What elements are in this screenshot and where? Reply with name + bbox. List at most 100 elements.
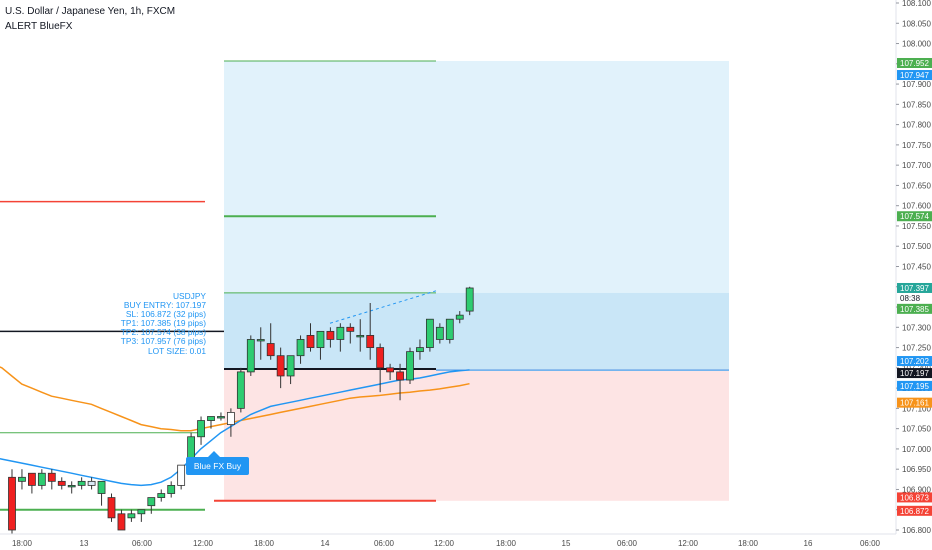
price-label-bg	[897, 303, 932, 314]
x-tick-label: 06:00	[860, 539, 881, 548]
candle-body	[376, 347, 385, 369]
price-label: 107.197	[900, 369, 929, 378]
candle-body	[197, 420, 205, 438]
candle	[386, 363, 395, 381]
candle	[67, 481, 76, 494]
candle	[107, 493, 116, 522]
price-label-bg	[897, 492, 932, 503]
profit-zone-inner	[224, 292, 729, 370]
loss-zone	[224, 369, 729, 501]
y-tick-label: 107.650	[902, 181, 931, 190]
y-tick-label: 107.250	[902, 344, 931, 353]
candle-body	[226, 412, 235, 426]
candle-body	[177, 464, 186, 486]
candle-body	[435, 326, 444, 340]
price-label: 106.873	[900, 493, 929, 502]
candle	[236, 367, 245, 413]
candle	[416, 339, 424, 360]
candle	[77, 477, 86, 490]
candle-body	[207, 416, 215, 421]
y-tick-label: 106.900	[902, 485, 931, 494]
candles[interactable]	[8, 286, 474, 547]
x-tick-label: 06:00	[374, 539, 395, 548]
price-label-bg	[897, 57, 932, 68]
profit-zone	[224, 60, 729, 293]
candle-body	[286, 355, 295, 377]
candle-body	[276, 355, 285, 377]
candle-body	[97, 480, 106, 494]
candle	[197, 416, 205, 445]
y-tick-label: 107.850	[902, 100, 931, 109]
candle-body	[406, 351, 414, 381]
symbol-title[interactable]: U.S. Dollar / Japanese Yen, 1h, FXCM	[5, 6, 176, 17]
candle	[445, 318, 454, 344]
price-label: 107.952	[900, 59, 929, 68]
candle-body	[27, 472, 36, 486]
candle	[346, 323, 355, 344]
candle-body	[316, 330, 325, 348]
candle-body	[366, 335, 375, 348]
y-tick-label: 107.000	[902, 445, 931, 454]
price-label-bg	[897, 292, 932, 303]
candle	[157, 489, 166, 502]
candle-body	[306, 335, 315, 348]
candle	[306, 323, 315, 352]
candle	[117, 509, 126, 531]
candle-body	[217, 416, 225, 419]
candle-body	[455, 314, 464, 320]
buy-signal-flag[interactable]: Blue FX Buy	[186, 451, 249, 475]
candle-body	[67, 485, 76, 488]
candle	[57, 477, 66, 490]
candle	[167, 481, 176, 498]
candle-body	[37, 472, 46, 486]
x-tick-label: 15	[562, 539, 571, 548]
candle	[406, 347, 414, 385]
info-symbol: USDJPY	[172, 291, 206, 301]
x-tick-label: 18:00	[12, 539, 33, 548]
candle	[207, 416, 215, 429]
candle	[286, 355, 295, 385]
x-tick-label: 06:00	[132, 539, 153, 548]
candle	[217, 412, 225, 421]
candle-body	[336, 326, 345, 340]
x-tick-label: 18:00	[254, 539, 275, 548]
candle	[296, 335, 305, 364]
price-axis[interactable]: 108.100108.050108.000107.950107.900107.8…	[895, 0, 932, 550]
candle	[87, 477, 96, 490]
candle-body	[147, 497, 156, 507]
x-tick-label: 12:00	[193, 539, 214, 548]
candle	[226, 408, 235, 437]
candle-body	[77, 480, 86, 486]
candle-body	[57, 480, 66, 486]
candle-body	[326, 330, 335, 340]
moving-averages	[0, 366, 470, 487]
indicator-title[interactable]: ALERT BlueFX	[5, 21, 73, 32]
candle-body	[157, 493, 166, 498]
x-tick-label: 06:00	[617, 539, 638, 548]
moving-average-orange	[0, 366, 470, 432]
candle	[246, 335, 255, 376]
info-tp2: TP2: 107.574 (38 pips)	[120, 327, 206, 338]
price-label: 107.161	[900, 399, 929, 408]
y-tick-label: 107.500	[902, 242, 931, 251]
candle-body	[396, 371, 404, 381]
candle	[396, 363, 404, 401]
y-tick-label: 107.300	[902, 323, 931, 332]
candle-body	[18, 476, 26, 482]
candle	[37, 469, 46, 490]
candle	[276, 347, 285, 389]
candle-body	[445, 318, 454, 340]
candle-body	[117, 513, 126, 531]
candle	[455, 311, 464, 324]
info-tp1: TP1: 107.385 (19 pips)	[120, 318, 206, 329]
candle	[266, 323, 275, 360]
candle	[326, 327, 335, 348]
levels-layer	[0, 60, 729, 511]
price-label-bg	[897, 505, 932, 516]
zones-layer	[224, 60, 729, 501]
price-label: 107.195	[900, 382, 929, 391]
price-label: 106.872	[900, 507, 929, 516]
time-axis[interactable]: 18:00 13 06:00 12:00 18:00 14 06:00 12:00 18:00 1…	[0, 533, 932, 550]
candle	[147, 497, 156, 514]
